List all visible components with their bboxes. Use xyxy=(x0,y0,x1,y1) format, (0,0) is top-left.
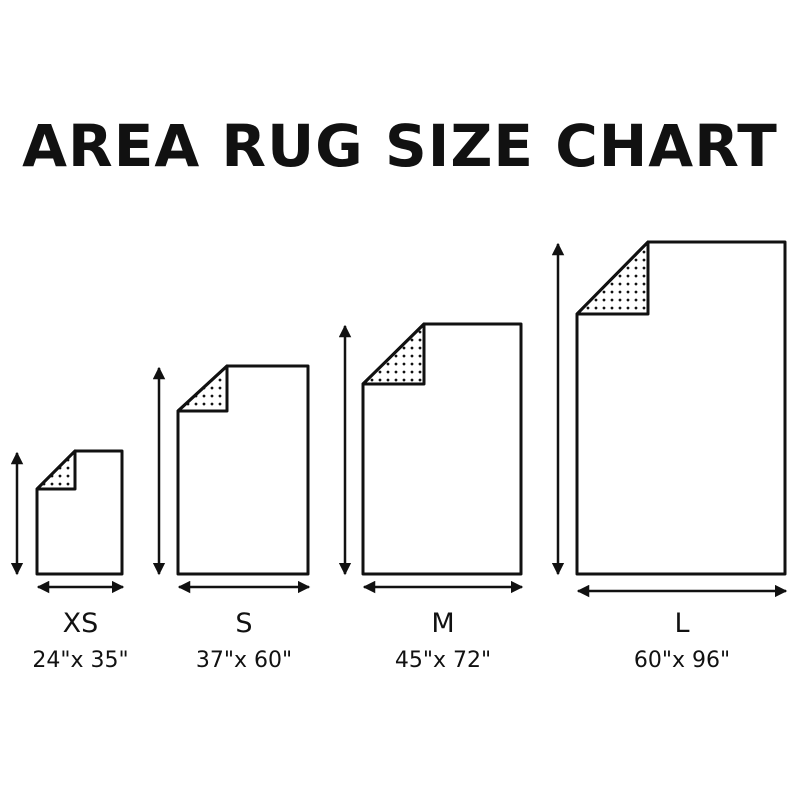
dimensions-s: 37"x 60" xyxy=(195,648,293,673)
rug-m-folded-corner xyxy=(361,322,426,386)
size-label-m: M xyxy=(431,608,455,639)
size-label-xs: XS xyxy=(62,608,99,639)
rug-xs-folded-corner xyxy=(35,449,77,491)
size-label-l: L xyxy=(674,608,690,639)
rug-xs xyxy=(35,449,124,576)
dimensions-m: 45"x 72" xyxy=(394,648,492,673)
dimensions-l: 60"x 96" xyxy=(633,648,731,673)
rug-l-folded-corner xyxy=(575,240,650,316)
size-label-s: S xyxy=(235,608,253,639)
chart-title: AREA RUG SIZE CHART xyxy=(22,112,778,180)
dimensions-xs: 24"x 35" xyxy=(32,648,129,673)
rug-s-folded-corner xyxy=(176,364,229,413)
